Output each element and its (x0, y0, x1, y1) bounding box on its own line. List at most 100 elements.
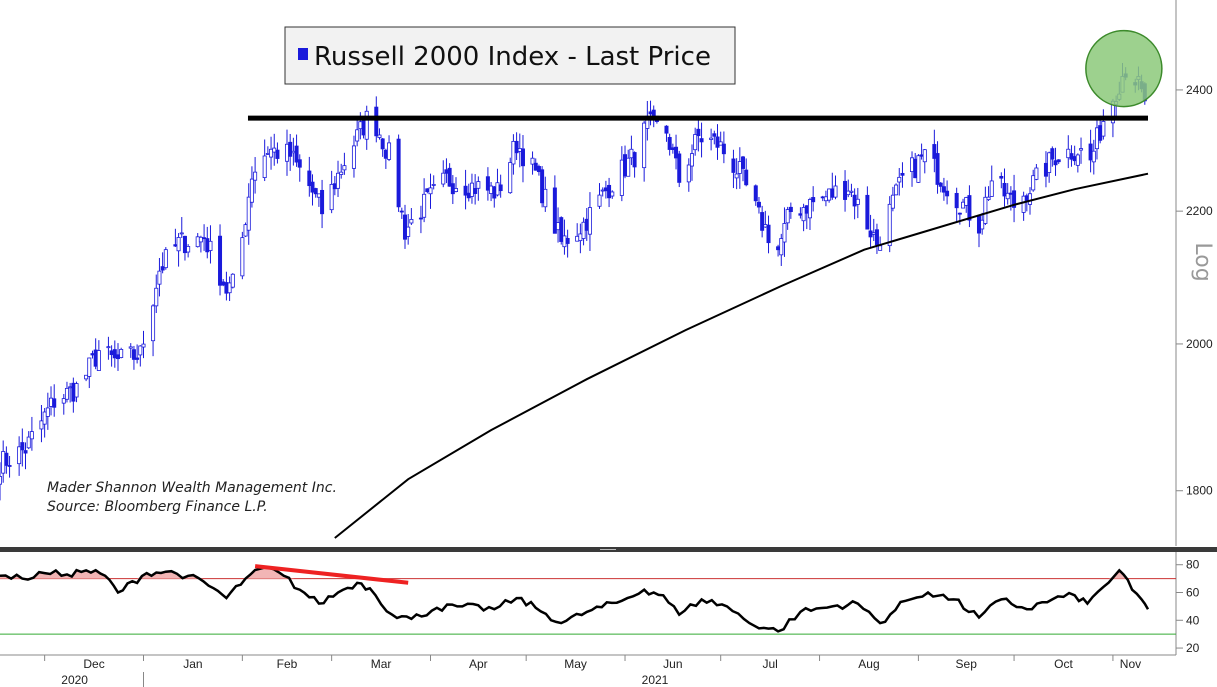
candle-body (938, 182, 943, 187)
annotation-source: Source: Bloomberg Finance L.P. (47, 499, 268, 515)
candle-body (689, 153, 694, 167)
candle-body (709, 137, 714, 140)
candle-body (763, 224, 768, 228)
candle-body (1012, 190, 1017, 208)
candle-body (766, 224, 771, 244)
candle-body (135, 357, 140, 360)
indicator-tick-label: 20 (1186, 641, 1200, 655)
indicator-tick-label: 40 (1186, 613, 1200, 627)
candle-body (693, 134, 698, 151)
candle-body (619, 159, 624, 196)
candle-body (176, 237, 181, 252)
price-panel: 1800 2000 2200 2400 Log Russell 2000 Index … (0, 0, 1215, 546)
candle-body (425, 188, 430, 193)
legend-label: Russell 2000 Index - Last Price (314, 42, 711, 72)
candle-body (1094, 127, 1099, 150)
candle-body (409, 219, 414, 224)
candle-body (160, 266, 165, 271)
candle-body (782, 223, 787, 243)
candle-body (297, 159, 302, 168)
candle-body (1028, 193, 1033, 205)
candle-body (919, 154, 924, 157)
indicator-tick-label: 60 (1186, 586, 1200, 600)
candle-body (173, 244, 178, 247)
candle-body (339, 171, 344, 175)
candle-body (913, 158, 918, 179)
candle-body (454, 188, 459, 192)
candle-body (827, 188, 832, 201)
candle-body (221, 281, 226, 286)
candle-body (208, 240, 213, 251)
candle-body (1101, 121, 1106, 137)
time-tick-label: Dec (83, 657, 104, 671)
candle-body (316, 193, 321, 198)
candle-body (473, 188, 478, 194)
candle-body (597, 194, 602, 207)
candle-body (498, 184, 503, 192)
candle-body (967, 195, 972, 221)
candle-body (1072, 156, 1077, 162)
candle-body (986, 196, 991, 201)
candle-body (422, 193, 427, 218)
candle-body (109, 350, 114, 356)
candle-body (157, 270, 162, 285)
candle-body (441, 172, 446, 185)
time-tick-label: Oct (1054, 657, 1073, 671)
candle-body (721, 143, 726, 155)
candle-body (674, 146, 679, 159)
highlight-circle (1085, 29, 1163, 108)
candle-body (954, 192, 959, 209)
candle-body (230, 273, 235, 288)
candle-body (42, 411, 47, 425)
candle-body (489, 185, 494, 194)
price-candles (0, 62, 1147, 501)
overbought-fill (0, 567, 1148, 579)
candle-body (495, 182, 500, 196)
price-tick-label: 2200 (1186, 204, 1213, 218)
time-tick-label: Aug (858, 657, 879, 671)
candle-body (23, 450, 28, 454)
candle-body (1075, 154, 1080, 166)
candle-body (163, 249, 168, 269)
candle-body (284, 143, 289, 162)
candle-body (307, 170, 312, 187)
candle-body (1088, 143, 1093, 161)
candle-body (916, 155, 921, 183)
candle-body (1005, 192, 1010, 200)
candle-body (945, 190, 950, 197)
candle-body (556, 222, 561, 231)
candle-body (865, 194, 870, 230)
candle-body (418, 217, 423, 220)
time-tick-label: Nov (1120, 657, 1141, 671)
time-tick-label: Mar (371, 657, 392, 671)
candle-body (957, 212, 962, 215)
time-tick-label: Jan (183, 657, 202, 671)
candle-body (45, 407, 50, 417)
candle-body (205, 238, 210, 253)
candle-body (874, 229, 879, 246)
candle-body (999, 175, 1004, 179)
candle-body (320, 189, 325, 215)
candle-body (1002, 182, 1007, 197)
candle-body (249, 178, 254, 203)
candle-body (804, 205, 809, 214)
candle-body (964, 197, 969, 206)
candle-body (1091, 150, 1096, 163)
candle-body (511, 140, 516, 165)
candle-body (517, 148, 522, 152)
candle-body (565, 238, 570, 244)
time-tick-label: Jul (762, 657, 777, 671)
candle-body (466, 192, 471, 199)
candle-body (336, 172, 341, 189)
candle-body (868, 230, 873, 238)
candle-body (718, 141, 723, 146)
candle-body (980, 219, 985, 230)
candle-body (396, 138, 401, 208)
candle-body (871, 232, 876, 235)
candle-body (294, 145, 299, 163)
candle-body (890, 194, 895, 209)
candle-body (623, 154, 628, 177)
candle-body (779, 238, 784, 256)
candle-body (715, 136, 720, 148)
